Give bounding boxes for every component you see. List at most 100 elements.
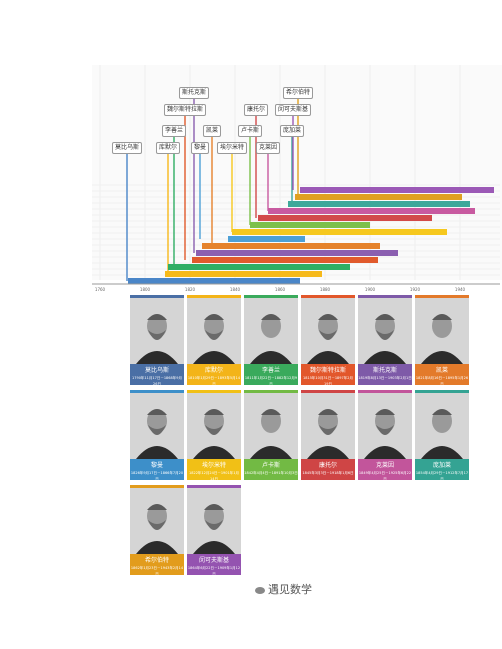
card-accent <box>301 295 355 298</box>
watermark-text: 遇见数学 <box>268 583 312 596</box>
person-name: 庞加莱 <box>432 462 451 469</box>
x-tick-label: 1760 <box>95 287 106 292</box>
person-years: 1821年8月16日－1895年1月26日 <box>415 376 469 385</box>
card-accent <box>244 390 298 393</box>
lifespan-bar <box>168 264 350 270</box>
card-accent <box>244 295 298 298</box>
timeline-label: 克莱因 <box>255 142 281 154</box>
portrait <box>358 393 412 459</box>
person-years: 1842年4月4日－1891年10月3日 <box>244 471 298 475</box>
person-name: 魏尔斯特拉斯 <box>309 367 346 374</box>
name-band: 闵可夫斯基 1864年6月22日－1909年1月12日 <box>187 554 241 575</box>
name-band: 莫比乌斯 1790年11月17日－1868年9月26日 <box>130 364 184 385</box>
name-band: 康托尔 1845年3月3日－1918年1月6日 <box>301 459 355 480</box>
portrait-image <box>358 298 412 364</box>
timeline-label: 庞加莱 <box>279 125 305 137</box>
x-tick-label: 1840 <box>230 287 241 292</box>
name-band: 庞加莱 1854年4月29日－1912年7月17日 <box>415 459 469 480</box>
timeline-label: 凯莱 <box>202 125 222 137</box>
person-years: 1815年10月31日－1897年2月19日 <box>303 376 353 385</box>
person-name: 克莱因 <box>375 462 394 469</box>
wechat-icon <box>255 586 265 594</box>
portrait-image <box>130 488 184 554</box>
timeline-label: 李善兰 <box>161 125 187 137</box>
card-accent <box>130 390 184 393</box>
portrait-image <box>301 298 355 364</box>
person-card: 卢卡斯 1842年4月4日－1891年10月3日 <box>244 390 298 482</box>
person-name: 斯托克斯 <box>372 367 397 374</box>
person-card: 康托尔 1845年3月3日－1918年1月6日 <box>301 390 355 482</box>
lifespan-bar <box>192 257 378 263</box>
portrait <box>187 488 241 554</box>
portrait-image <box>187 488 241 554</box>
card-accent <box>358 295 412 298</box>
timeline-label: 莫比乌斯 <box>111 142 143 154</box>
portrait <box>187 298 241 364</box>
lifespan-bar <box>250 222 370 228</box>
person-card: 克莱因 1849年4月25日－1925年6月22日 <box>358 390 412 482</box>
portrait-image <box>244 298 298 364</box>
timeline-label: 黎曼 <box>190 142 210 154</box>
card-accent <box>130 485 184 488</box>
name-band: 黎曼 1826年9月17日－1866年7月20日 <box>130 459 184 480</box>
card-accent <box>415 390 469 393</box>
portrait <box>130 393 184 459</box>
person-card: 庞加莱 1854年4月29日－1912年7月17日 <box>415 390 469 482</box>
portrait-image <box>301 393 355 459</box>
person-years: 1862年1月23日－1943年2月14日 <box>130 566 184 575</box>
lifespan-bar <box>202 243 380 249</box>
name-band: 希尔伯特 1862年1月23日－1943年2月14日 <box>130 554 184 575</box>
person-card: 黎曼 1826年9月17日－1866年7月20日 <box>130 390 184 482</box>
x-tick-label: 1800 <box>140 287 151 292</box>
portrait <box>415 393 469 459</box>
name-band: 凯莱 1821年8月16日－1895年1月26日 <box>415 364 469 385</box>
x-tick-label: 1860 <box>275 287 286 292</box>
person-card: 闵可夫斯基 1864年6月22日－1909年1月12日 <box>187 485 241 577</box>
x-tick-label: 1920 <box>410 287 421 292</box>
portrait <box>130 298 184 364</box>
card-accent <box>358 390 412 393</box>
card-accent <box>415 295 469 298</box>
card-accent <box>187 390 241 393</box>
person-name: 卢卡斯 <box>261 462 280 469</box>
person-card: 魏尔斯特拉斯 1815年10月31日－1897年2月19日 <box>301 295 355 387</box>
watermark: 遇见数学 <box>255 581 312 597</box>
person-name: 埃尔米特 <box>201 462 226 469</box>
timeline-svg: 1760 1800 1820 1840 1860 1880 1900 1920 1940 <box>92 65 502 292</box>
card-accent <box>187 295 241 298</box>
person-name: 康托尔 <box>318 462 337 469</box>
person-years: 1864年6月22日－1909年1月12日 <box>187 566 241 575</box>
person-years: 1854年4月29日－1912年7月17日 <box>415 471 469 480</box>
name-band: 埃尔米特 1822年12月24日－1901年1月14日 <box>187 459 241 480</box>
portrait <box>358 298 412 364</box>
x-tick-label: 1900 <box>365 287 376 292</box>
timeline-label: 卢卡斯 <box>237 125 263 137</box>
person-card: 库默尔 1810年1月29日－1893年5月14日 <box>187 295 241 387</box>
name-band: 李善兰 1811年1月22日－1882年12月9日 <box>244 364 298 385</box>
portrait <box>415 298 469 364</box>
timeline-chart: 1760 1800 1820 1840 1860 1880 1900 1920 1940 莫比乌… <box>0 0 502 300</box>
portrait <box>244 393 298 459</box>
portrait-image <box>187 393 241 459</box>
timeline-label: 希尔伯特 <box>282 87 314 99</box>
person-card: 李善兰 1811年1月22日－1882年12月9日 <box>244 295 298 387</box>
card-accent <box>301 390 355 393</box>
portrait <box>301 298 355 364</box>
portrait-image <box>415 298 469 364</box>
timeline-label: 埃尔米特 <box>216 142 248 154</box>
lifespan-bar <box>295 194 462 200</box>
portrait-image <box>358 393 412 459</box>
timeline-label: 康托尔 <box>243 104 269 116</box>
portrait-image <box>187 298 241 364</box>
name-band: 魏尔斯特拉斯 1815年10月31日－1897年2月19日 <box>301 364 355 385</box>
person-card: 希尔伯特 1862年1月23日－1943年2月14日 <box>130 485 184 577</box>
lifespan-bar <box>258 215 432 221</box>
timeline-label: 闵可夫斯基 <box>274 104 312 116</box>
timeline-label: 魏尔斯特拉斯 <box>163 104 207 116</box>
name-band: 斯托克斯 1819年8月13日－1903年2月1日 <box>358 364 412 385</box>
person-name: 库默尔 <box>204 367 223 374</box>
x-tick-label: 1940 <box>455 287 466 292</box>
person-years: 1790年11月17日－1868年9月26日 <box>132 376 182 385</box>
person-card: 凯莱 1821年8月16日－1895年1月26日 <box>415 295 469 387</box>
name-band: 库默尔 1810年1月29日－1893年5月14日 <box>187 364 241 385</box>
